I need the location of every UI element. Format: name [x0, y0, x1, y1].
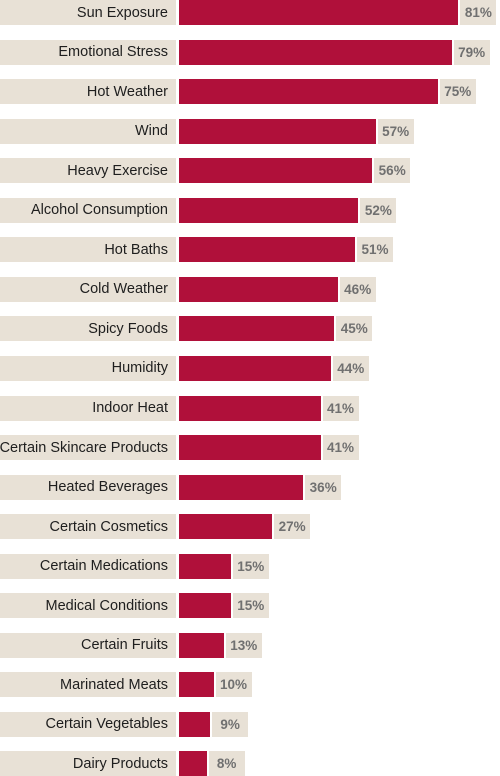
value-label: 41%	[322, 395, 359, 421]
category-label: Indoor Heat	[0, 395, 176, 421]
category-label: Certain Medications	[0, 553, 176, 579]
category-label: Certain Fruits	[0, 632, 176, 658]
bar-row: Alcohol Consumption 52%	[0, 197, 500, 223]
bar-row: Heavy Exercise 56%	[0, 158, 500, 184]
category-label: Humidity	[0, 355, 176, 381]
value-label: 52%	[360, 197, 397, 223]
bar-row: Certain Cosmetics 27%	[0, 514, 500, 540]
value-label: 41%	[322, 435, 359, 460]
value-label: 44%	[332, 355, 369, 381]
category-label: Wind	[0, 118, 176, 144]
bar-row: Certain Fruits 13%	[0, 632, 500, 658]
value-label: 13%	[225, 632, 262, 658]
bar	[179, 553, 231, 579]
category-label: Alcohol Consumption	[0, 197, 176, 223]
value-label: 9%	[212, 711, 249, 737]
bar	[179, 672, 214, 698]
category-label: Emotional Stress	[0, 39, 176, 65]
category-label: Marinated Meats	[0, 672, 176, 698]
category-label: Heavy Exercise	[0, 158, 176, 184]
bar	[179, 593, 231, 619]
category-label: Certain Vegetables	[0, 711, 176, 737]
value-label: 75%	[439, 79, 476, 105]
bar	[179, 435, 321, 460]
bar-row: Emotional Stress 79%	[0, 39, 500, 65]
value-label: 27%	[274, 514, 311, 540]
bar-row: Sun Exposure 81%	[0, 0, 500, 25]
bar-row: Certain Medications 15%	[0, 553, 500, 579]
bar	[179, 395, 321, 421]
bar-row: Dairy Products 8%	[0, 751, 500, 776]
category-label: Certain Skincare Products	[0, 435, 176, 460]
bar-row: Spicy Foods 45%	[0, 316, 500, 342]
category-label: Dairy Products	[0, 751, 176, 776]
category-label: Certain Cosmetics	[0, 514, 176, 540]
category-label: Hot Weather	[0, 79, 176, 105]
value-label: 79%	[453, 39, 490, 65]
bar	[179, 751, 207, 776]
bar-row: Cold Weather 46%	[0, 276, 500, 302]
category-label: Cold Weather	[0, 276, 176, 302]
bar	[179, 158, 373, 184]
value-label: 8%	[208, 751, 245, 776]
bar-row: Hot Baths 51%	[0, 237, 500, 263]
category-label: Sun Exposure	[0, 0, 176, 25]
bar	[179, 632, 224, 658]
value-label: 81%	[460, 0, 497, 25]
bar	[179, 118, 376, 144]
bar-row: Marinated Meats 10%	[0, 672, 500, 698]
bar	[179, 276, 338, 302]
value-label: 45%	[336, 316, 373, 342]
category-label: Heated Beverages	[0, 474, 176, 500]
value-label: 57%	[377, 118, 414, 144]
bar-row: Hot Weather 75%	[0, 79, 500, 105]
value-label: 56%	[374, 158, 411, 184]
bar	[179, 197, 359, 223]
bar	[179, 514, 273, 540]
category-label: Hot Baths	[0, 237, 176, 263]
bar	[179, 0, 459, 25]
bar-row: Heated Beverages 36%	[0, 474, 500, 500]
bar	[179, 316, 335, 342]
category-label: Spicy Foods	[0, 316, 176, 342]
category-label: Medical Conditions	[0, 593, 176, 619]
value-label: 36%	[305, 474, 342, 500]
bar	[179, 474, 304, 500]
value-label: 46%	[339, 276, 376, 302]
bar	[179, 39, 452, 65]
bar	[179, 355, 331, 381]
bar-row: Humidity 44%	[0, 355, 500, 381]
bar	[179, 79, 438, 105]
bar-row: Certain Vegetables 9%	[0, 711, 500, 737]
value-label: 51%	[357, 237, 393, 263]
bar-row: Medical Conditions 15%	[0, 593, 500, 619]
value-label: 15%	[232, 593, 269, 619]
bar	[179, 711, 211, 737]
bar-row: Wind 57%	[0, 118, 500, 144]
bar-row: Indoor Heat 41%	[0, 395, 500, 421]
bar-row: Certain Skincare Products 41%	[0, 435, 500, 460]
value-label: 10%	[215, 672, 252, 698]
value-label: 15%	[232, 553, 269, 579]
bar	[179, 237, 355, 263]
